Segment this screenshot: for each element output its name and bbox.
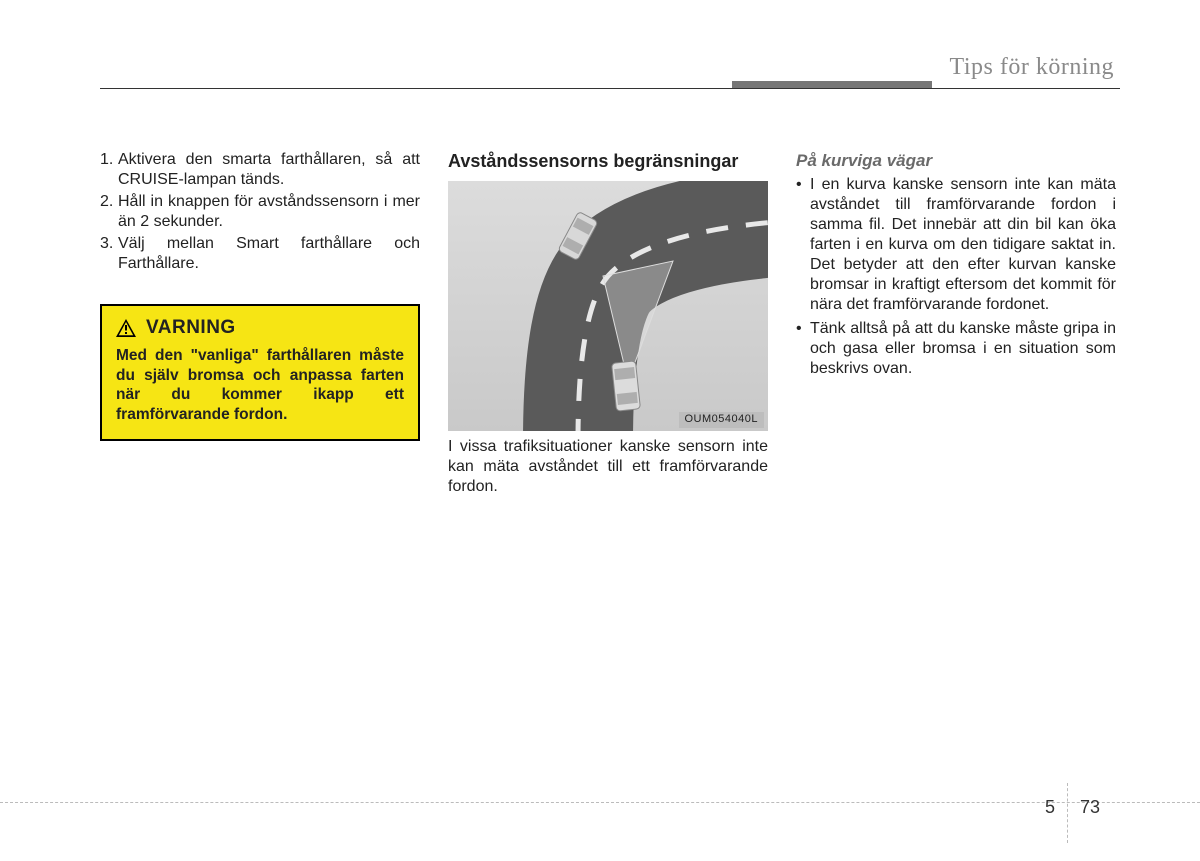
list-item: 3. Välj mellan Smart farthållare och Far… xyxy=(100,234,420,274)
list-text: Aktivera den smarta farthållaren, så att… xyxy=(118,150,420,190)
list-text: Välj mellan Smart farthållare och Farthå… xyxy=(118,234,420,274)
bullet-mark: • xyxy=(796,175,810,315)
content-columns: 1. Aktivera den smarta farthållaren, så … xyxy=(100,150,1120,497)
list-number: 3. xyxy=(100,234,118,274)
page-number: 5 73 xyxy=(1045,777,1100,837)
chapter-number: 5 xyxy=(1045,797,1055,818)
header-rule xyxy=(100,88,1120,89)
warning-body: Med den "vanliga" farthållaren måste du … xyxy=(116,346,404,425)
page-number-value: 73 xyxy=(1080,797,1100,818)
road-diagram-svg xyxy=(448,181,768,431)
list-item: 1. Aktivera den smarta farthållaren, så … xyxy=(100,150,420,190)
bullet-mark: • xyxy=(796,319,810,379)
figure-caption: I vissa trafiksituationer kanske sensorn… xyxy=(448,437,768,497)
warning-box: VARNING Med den "vanliga" farthållaren m… xyxy=(100,304,420,441)
warning-header: VARNING xyxy=(116,316,404,340)
bullet-text: Tänk alltså på att du kanske måste gripa… xyxy=(810,319,1116,379)
warning-triangle-icon xyxy=(116,319,136,337)
list-item: 2. Håll in knappen för avståndssensorn i… xyxy=(100,192,420,232)
column-2: Avståndssensorns begränsningar xyxy=(448,150,768,497)
crop-mark-vertical xyxy=(1067,783,1068,843)
figure-code: OUM054040L xyxy=(679,412,765,428)
bullet-text: I en kurva kanske sensorn inte kan mäta … xyxy=(810,175,1116,315)
bullet-item: • I en kurva kanske sensorn inte kan mät… xyxy=(796,175,1116,315)
crop-mark-horizontal xyxy=(0,802,1200,803)
column-3: På kurviga vägar • I en kurva kanske sen… xyxy=(796,150,1116,497)
column-1: 1. Aktivera den smarta farthållaren, så … xyxy=(100,150,420,497)
section-heading: Avståndssensorns begränsningar xyxy=(448,150,768,173)
list-text: Håll in knappen för avståndssensorn i me… xyxy=(118,192,420,232)
road-curve-illustration: OUM054040L xyxy=(448,181,768,431)
list-number: 1. xyxy=(100,150,118,190)
warning-title: VARNING xyxy=(146,316,236,340)
manual-page: Tips för körning 1. Aktivera den smarta … xyxy=(0,0,1200,861)
subsection-heading: På kurviga vägar xyxy=(796,150,1116,171)
page-header: Tips för körning xyxy=(100,60,1120,100)
list-number: 2. xyxy=(100,192,118,232)
section-title: Tips för körning xyxy=(950,54,1114,81)
bullet-item: • Tänk alltså på att du kanske måste gri… xyxy=(796,319,1116,379)
